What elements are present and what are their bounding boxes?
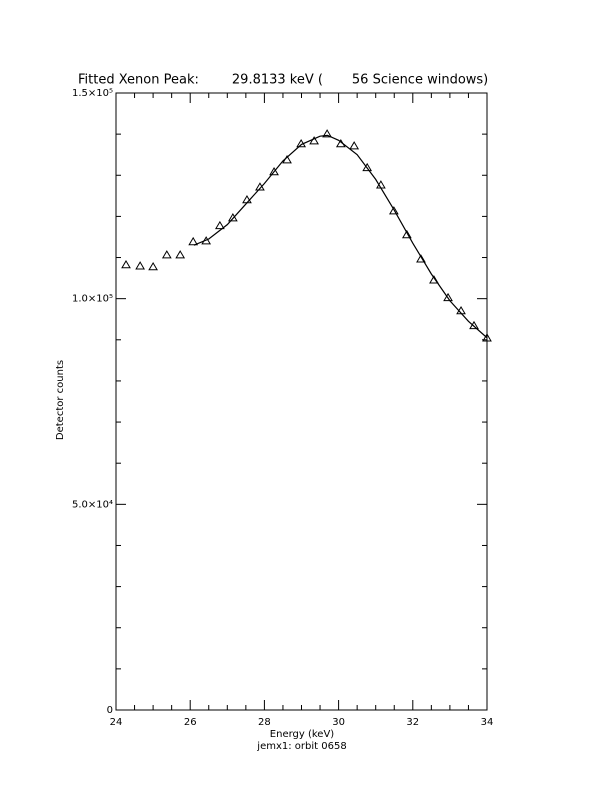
data-point xyxy=(215,220,225,230)
data-point xyxy=(188,236,199,246)
data-point xyxy=(429,275,439,284)
subtitle: jemx1: orbit 0658 xyxy=(256,741,346,752)
data-point xyxy=(161,250,172,259)
y-tick-label: 1.5×10⁵ xyxy=(72,88,113,99)
data-point xyxy=(175,250,186,259)
chart-title: Fitted Xenon Peak: 29.8133 keV ( 56 Scie… xyxy=(78,73,488,88)
data-point xyxy=(401,229,412,239)
data-point xyxy=(322,129,332,138)
data-point xyxy=(335,139,346,148)
y-tick-label: 0 xyxy=(107,705,113,716)
data-point xyxy=(443,292,453,302)
data-point xyxy=(309,136,319,145)
x-tick-label: 34 xyxy=(481,717,494,728)
plot-frame xyxy=(115,92,488,711)
data-point xyxy=(389,206,399,215)
data-point xyxy=(349,141,360,150)
x-tick-label: 32 xyxy=(406,717,419,728)
data-point xyxy=(482,333,492,342)
data-point xyxy=(362,162,373,172)
x-tick-label: 26 xyxy=(184,717,197,728)
x-tick-label: 28 xyxy=(258,717,271,728)
data-point xyxy=(469,320,479,330)
x-tick-label: 30 xyxy=(332,717,345,728)
data-point xyxy=(227,213,238,222)
data-point xyxy=(416,254,426,263)
data-point xyxy=(135,261,145,270)
data-point xyxy=(269,166,279,176)
data-point xyxy=(148,262,158,271)
y-tick-label: 1.0×10⁵ xyxy=(72,294,113,305)
fit-curve xyxy=(193,134,488,339)
x-tick-label: 24 xyxy=(110,717,123,728)
x-axis-label: Energy (keV) xyxy=(270,729,335,740)
y-axis-label: Detector counts xyxy=(55,360,66,440)
data-point xyxy=(121,259,131,269)
y-tick-label: 5.0×10⁴ xyxy=(72,499,113,510)
